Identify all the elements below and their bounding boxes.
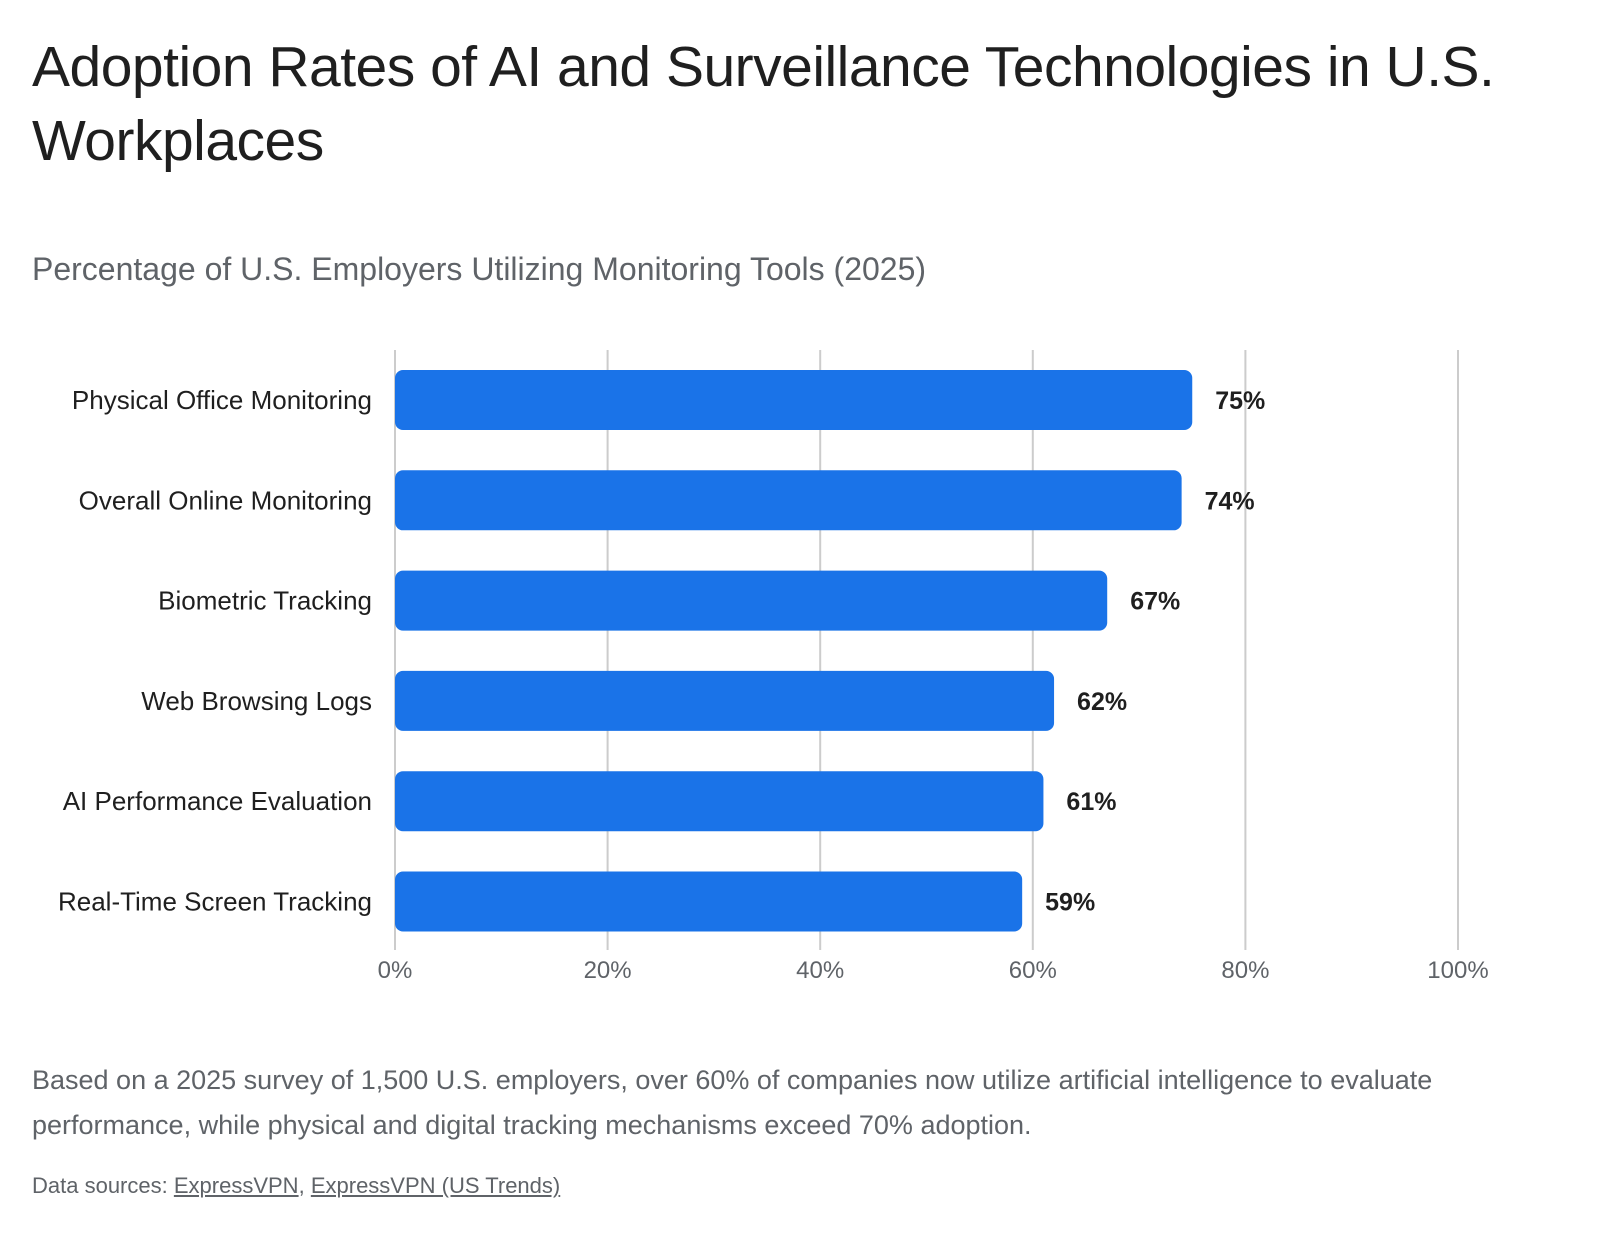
x-tick-label: 40% [796, 957, 844, 984]
bar [395, 370, 1193, 430]
category-label: AI Performance Evaluation [63, 786, 372, 816]
category-label: Physical Office Monitoring [72, 385, 372, 415]
chart-title: Adoption Rates of AI and Surveillance Te… [32, 35, 1495, 173]
category-label: Biometric Tracking [158, 586, 372, 616]
bar [395, 570, 1108, 631]
data-label: 67% [1130, 588, 1180, 616]
category-label: Web Browsing Logs [141, 686, 372, 716]
data-label: 74% [1205, 487, 1255, 515]
category-label: Overall Online Monitoring [79, 485, 372, 515]
chart-caption: Based on a 2025 survey of 1,500 U.S. emp… [32, 1065, 1433, 1140]
source-link-expressvpn[interactable]: ExpressVPN [173, 1173, 299, 1198]
data-sources: Data sources: ExpressVPN, ExpressVPN (US… [32, 1170, 560, 1202]
source-link-expressvpn-us-trends[interactable]: ExpressVPN (US Trends) [310, 1173, 561, 1198]
bar [395, 470, 1182, 531]
data-label: 59% [1045, 889, 1095, 917]
category-label: Real-Time Screen Tracking [58, 887, 372, 917]
chart-subtitle: Percentage of U.S. Employers Utilizing M… [32, 251, 927, 287]
data-label: 61% [1066, 788, 1116, 816]
data-label: 62% [1077, 688, 1127, 716]
data-label: 75% [1215, 387, 1265, 415]
x-tick-label: 60% [1009, 957, 1057, 984]
bar [395, 871, 1023, 932]
x-tick-label: 0% [378, 957, 413, 984]
bar [395, 771, 1044, 832]
data-sources-label: Data sources: [32, 1173, 168, 1198]
bar [395, 670, 1055, 731]
bar-chart: 0% 20% 40% 60% 80% 100% Physical Office Monito… [58, 350, 1489, 984]
x-tick-label: 80% [1221, 957, 1269, 984]
x-tick-label: 20% [584, 957, 632, 984]
x-tick-label: 100% [1427, 957, 1488, 984]
source-separator: , [298, 1173, 305, 1198]
